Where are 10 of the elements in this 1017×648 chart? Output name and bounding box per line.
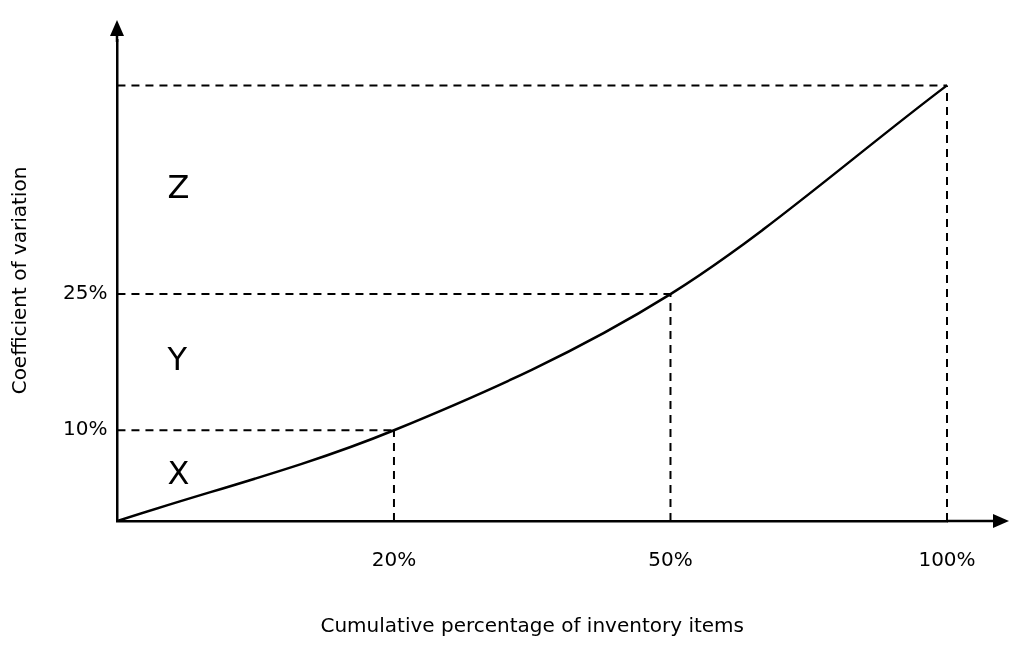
annotation: Y <box>166 340 188 379</box>
x-tick-label: 50% <box>648 547 693 572</box>
y-tick-label: 10% <box>63 416 108 441</box>
x-tick-label: 20% <box>371 547 417 572</box>
y-tick-label: 25% <box>63 280 108 305</box>
annotation: X <box>167 453 190 492</box>
x-tick-label: 100% <box>918 547 976 572</box>
annotation: Z <box>167 168 190 207</box>
y-axis-title: Coefficient of variation <box>7 166 32 395</box>
x-axis-title: Cumulative percentage of inventory items <box>320 613 744 638</box>
